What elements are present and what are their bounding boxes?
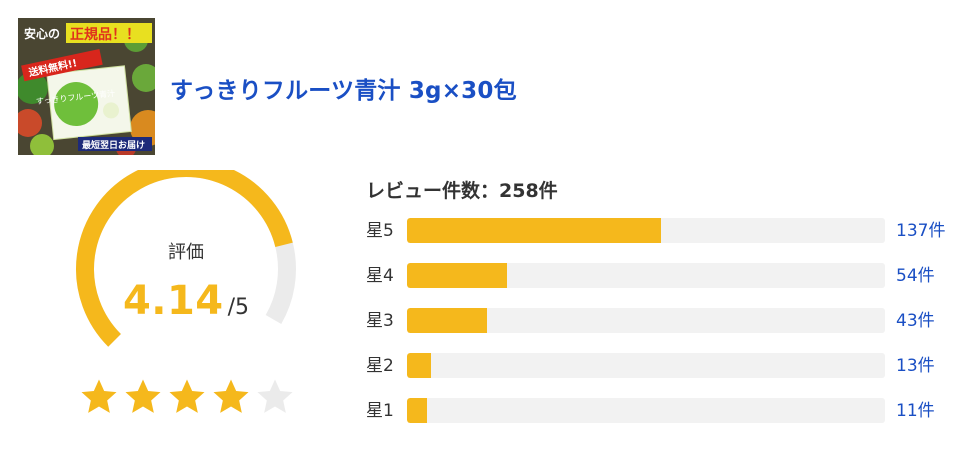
- distribution-count-link[interactable]: 54件: [896, 266, 935, 286]
- star-icon-3: [169, 379, 205, 413]
- distribution-count-link[interactable]: 13件: [896, 356, 935, 376]
- star-icon-5: [257, 379, 293, 413]
- image-text-genuine: 正規品！！: [70, 27, 140, 43]
- distribution-count-link[interactable]: 11件: [896, 401, 935, 421]
- distribution-count-link[interactable]: 43件: [896, 311, 935, 331]
- distribution-label: 星3: [366, 311, 394, 331]
- review-count-heading: レビュー件数：258件: [366, 180, 558, 202]
- image-text-safe: 安心の: [24, 26, 60, 41]
- distribution-row-3: 星3 43件: [366, 308, 966, 334]
- distribution-bar-track: [407, 263, 885, 288]
- gauge-fill: [76, 170, 293, 347]
- distribution-bar-track: [407, 353, 885, 378]
- rating-score: 4.14: [122, 278, 224, 324]
- distribution-row-2: 星2 13件: [366, 353, 966, 379]
- product-image-art: すっきりフルーツ青汁 安心の 正規品！！ 送料無料!! 最短翌日お届け: [18, 18, 155, 155]
- star-icon-2: [125, 379, 161, 413]
- distribution-label: 星2: [366, 356, 394, 376]
- product-image[interactable]: すっきりフルーツ青汁 安心の 正規品！！ 送料無料!! 最短翌日お届け: [18, 18, 155, 155]
- star-icon-1: [81, 379, 117, 413]
- distribution-bar-track: [407, 218, 885, 243]
- rating-gauge: 評価 4.14/5: [70, 170, 302, 370]
- distribution-bar-fill: [407, 308, 487, 333]
- distribution-bar-track: [407, 398, 885, 423]
- star-icon-4: [213, 379, 249, 413]
- distribution-bar-fill: [407, 353, 432, 378]
- distribution-count-link[interactable]: 137件: [896, 221, 946, 241]
- star-rating: [79, 377, 294, 419]
- product-title-link[interactable]: すっきりフルーツ青汁 3g×30包: [170, 78, 517, 104]
- image-text-delivery: 最短翌日お届け: [82, 139, 145, 151]
- rating-max: /5: [227, 295, 250, 320]
- rating-score-row: 4.14/5: [70, 278, 302, 324]
- distribution-row-5: 星5 137件: [366, 218, 966, 244]
- distribution-bar-track: [407, 308, 885, 333]
- distribution-label: 星1: [366, 401, 394, 421]
- distribution-bar-fill: [407, 218, 661, 243]
- distribution-row-1: 星1 11件: [366, 398, 966, 424]
- distribution-label: 星4: [366, 266, 394, 286]
- rating-gauge-arc: [76, 170, 296, 347]
- distribution-bar-fill: [407, 263, 508, 288]
- distribution-bar-fill: [407, 398, 428, 423]
- rating-label: 評価: [168, 242, 204, 263]
- distribution-label: 星5: [366, 221, 394, 241]
- distribution-row-4: 星4 54件: [366, 263, 966, 289]
